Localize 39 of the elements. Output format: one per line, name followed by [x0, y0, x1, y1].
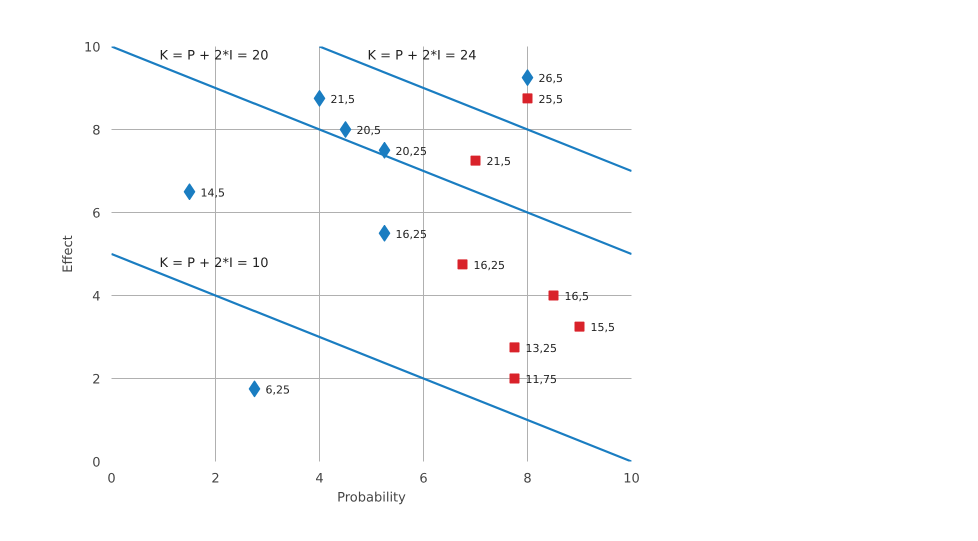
point [340, 121, 352, 138]
y-tick-label: 8 [92, 124, 101, 138]
series-label: K = P + 2*I = 10 [160, 256, 268, 271]
annotation: 14,5 [200, 186, 225, 200]
annotation: 26,5 [538, 72, 563, 86]
annotation: 16,5 [564, 290, 589, 303]
y-tick-label: 10 [84, 40, 101, 56]
y-axis-title: Effect [60, 235, 76, 273]
series-label: K = P + 2*I = 24 [368, 48, 476, 64]
point [458, 259, 468, 270]
annotation: 6,25 [266, 383, 290, 396]
annotation: 15,5 [590, 321, 615, 334]
annotation: 13,25 [526, 342, 557, 355]
annotation: 16,25 [396, 228, 427, 241]
x-tick-label: 0 [107, 472, 116, 486]
series-label: K = P + 2*I = 20 [160, 48, 268, 64]
point [522, 93, 532, 104]
y-tick-label: 4 [92, 290, 101, 304]
annotation: 20,25 [396, 144, 427, 158]
x-tick-label: 6 [419, 472, 428, 486]
x-tick-label: 2 [211, 472, 220, 486]
x-tick-label: 8 [523, 472, 532, 486]
x-axis-title: Probability [337, 490, 406, 506]
point [548, 290, 558, 300]
point [574, 322, 584, 332]
y-tick-label: 6 [92, 206, 101, 222]
annotation: 21,5 [486, 155, 511, 168]
annotation: 21,5 [330, 92, 355, 106]
annotation: 16,25 [474, 258, 505, 272]
annotation: 25,5 [538, 92, 563, 106]
x-tick-label: 4 [315, 472, 324, 486]
y-tick-label: 0 [92, 456, 101, 470]
point [510, 342, 520, 352]
point [510, 374, 520, 384]
x-tick-label: 10 [623, 472, 640, 486]
annotation: 11,75 [526, 373, 557, 386]
point [470, 156, 480, 166]
y-tick-label: 2 [92, 372, 101, 388]
annotation: 20,5 [356, 124, 381, 137]
